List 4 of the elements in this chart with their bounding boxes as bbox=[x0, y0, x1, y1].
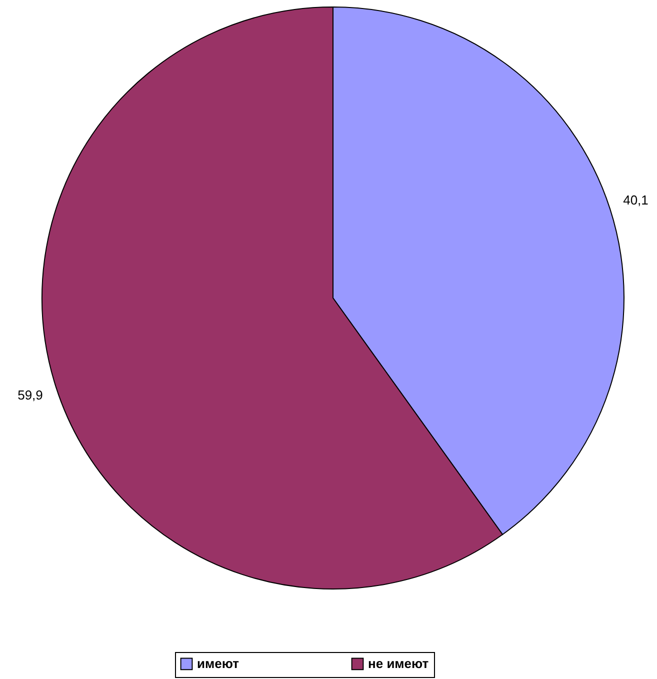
legend-label: имеют bbox=[197, 656, 239, 671]
legend-label: не имеют bbox=[368, 656, 429, 671]
data-label: 40,1 bbox=[623, 192, 648, 208]
data-label: 59,9 bbox=[18, 387, 43, 402]
